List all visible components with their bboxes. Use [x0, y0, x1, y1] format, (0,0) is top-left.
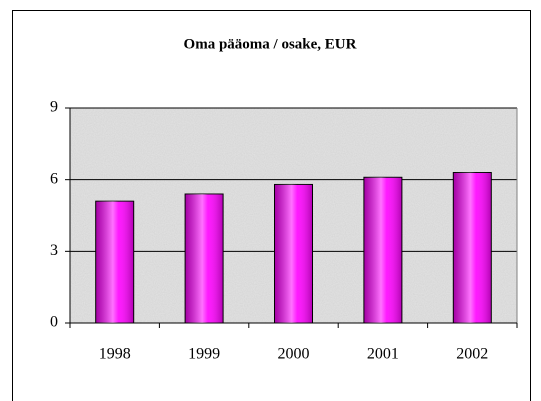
x-tick-label: 1998 [99, 346, 131, 363]
y-tick-label: 9 [50, 99, 58, 116]
x-tick-label: 1999 [188, 346, 220, 363]
x-tick-label: 2002 [456, 346, 488, 363]
x-tick-label: 2000 [278, 346, 310, 363]
y-tick-label: 3 [50, 242, 58, 259]
y-tick-label: 0 [50, 314, 58, 331]
chart-title: Oma pääoma / osake, EUR [184, 36, 357, 52]
x-tick-label: 2001 [367, 346, 399, 363]
bar-shine [363, 177, 402, 323]
bar-shine [274, 184, 313, 323]
bar-shine [185, 194, 224, 323]
y-tick-label: 6 [50, 170, 58, 187]
bar-shine [453, 172, 492, 323]
bar-shine [95, 201, 134, 323]
